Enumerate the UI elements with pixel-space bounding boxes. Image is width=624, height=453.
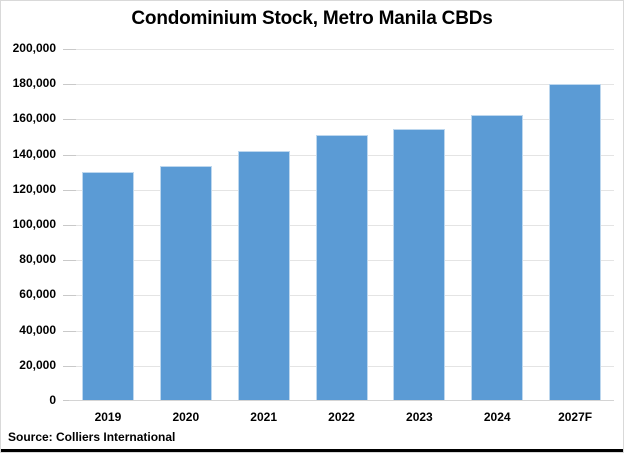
bars-layer: [69, 49, 614, 401]
y-axis-tick-label: 60,000: [19, 287, 56, 301]
y-axis-tick: [63, 190, 76, 191]
y-axis-tick: [63, 84, 76, 85]
x-axis-tick-label: 2023: [406, 410, 433, 424]
x-axis-tick-label: 2022: [328, 410, 355, 424]
y-axis-tick-label: 40,000: [19, 323, 56, 337]
y-axis-tick: [63, 225, 76, 226]
bar-slot: [458, 49, 536, 401]
y-axis-tick-label: 140,000: [12, 147, 56, 161]
bar-2027F: [549, 84, 602, 401]
bar-2020: [159, 166, 212, 401]
plot-area: [63, 49, 614, 401]
y-axis-tick: [63, 119, 76, 120]
x-axis-tick-label: 2027F: [558, 410, 593, 424]
x-axis-tick-label: 2021: [250, 410, 277, 424]
gridline: [69, 119, 614, 120]
y-axis-tick-label: 160,000: [12, 111, 56, 125]
y-axis-tick: [63, 155, 76, 156]
bar-2021: [237, 151, 290, 401]
y-axis-tick: [63, 49, 76, 50]
x-axis-tick-label: 2024: [483, 410, 511, 424]
y-axis-tick: [63, 331, 76, 332]
x-axis-line: [69, 400, 614, 401]
x-axis-tick-label: 2019: [94, 410, 122, 424]
bar-slot: [380, 49, 458, 401]
bar-slot: [536, 49, 614, 401]
source-note: Source: Colliers International: [8, 430, 176, 444]
y-axis-tick: [63, 260, 76, 261]
y-axis-tick-label: 0: [49, 393, 56, 407]
gridline: [69, 49, 614, 50]
y-axis-tick-label: 20,000: [19, 358, 56, 372]
y-axis-labels: 0 20,000 40,000 60,000 80,000 100,000 120,000 1…: [1, 1, 56, 452]
bottom-rule: [1, 449, 623, 452]
bar-slot: [225, 49, 303, 401]
bar-2023: [393, 129, 446, 401]
y-axis-tick: [63, 295, 76, 296]
x-axis-labels: 2019 2020 2021 2022 2023 2024 2027F: [69, 410, 614, 424]
bar-slot: [303, 49, 381, 401]
y-axis-tick-label: 180,000: [12, 76, 56, 90]
y-axis-tick: [63, 366, 76, 367]
bar-2022: [315, 135, 368, 401]
bar-slot: [147, 49, 225, 401]
gridline: [69, 84, 614, 85]
y-axis-tick-label: 120,000: [12, 182, 56, 196]
bar-2024: [471, 115, 524, 401]
y-axis-tick-label: 80,000: [19, 252, 56, 266]
bar-slot: [69, 49, 147, 401]
chart-title: Condominium Stock, Metro Manila CBDs: [131, 8, 493, 29]
y-axis-tick-label: 100,000: [12, 217, 56, 231]
x-axis-tick-label: 2020: [172, 410, 200, 424]
bar-2019: [81, 172, 134, 401]
y-axis-tick-label: 200,000: [12, 41, 56, 55]
